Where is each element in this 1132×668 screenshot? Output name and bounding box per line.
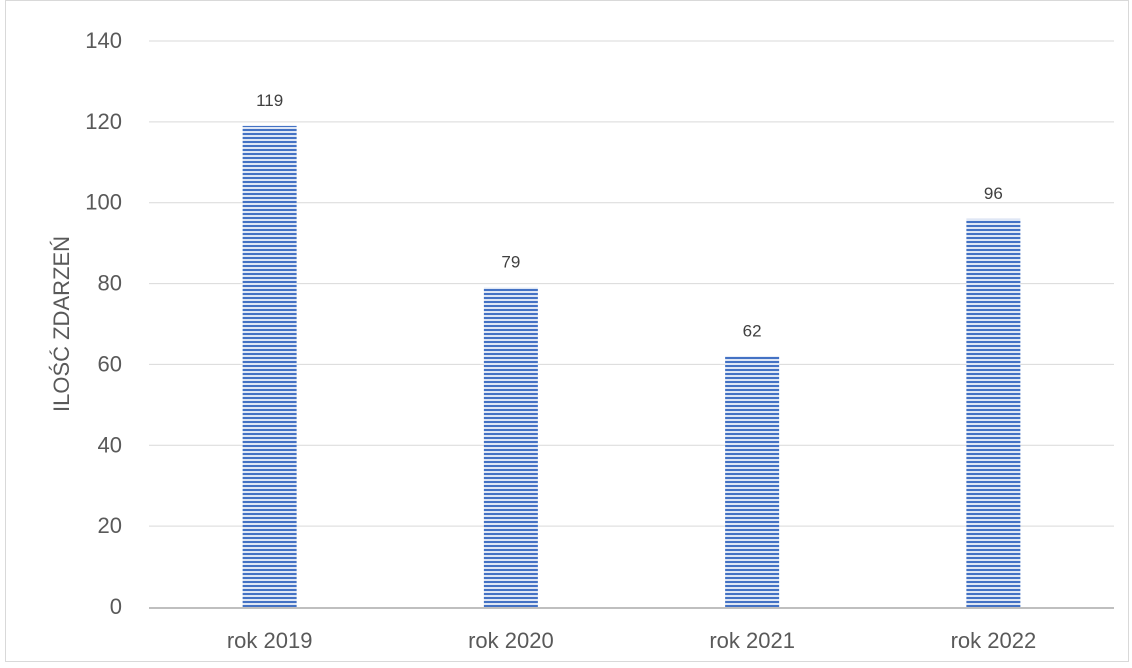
x-axis-ticks: rok 2019 rok 2020 rok 2021 rok 2022 <box>227 628 1036 653</box>
data-label: 96 <box>984 184 1003 203</box>
x-tick-label: rok 2022 <box>951 628 1037 653</box>
y-tick-label: 60 <box>98 351 122 376</box>
x-tick-label: rok 2020 <box>468 628 554 653</box>
bars <box>242 125 1021 608</box>
y-axis-ticks: 0 20 40 60 80 100 120 140 <box>85 28 122 619</box>
x-tick-label: rok 2019 <box>227 628 313 653</box>
gridlines <box>149 40 1114 527</box>
chart-frame: 0 20 40 60 80 100 120 140 119 79 62 96 rok 2019 rok… <box>5 0 1129 662</box>
data-label: 119 <box>256 91 283 110</box>
y-tick-label: 100 <box>85 190 122 215</box>
y-axis-title: ILOŚĆ ZDARZEŃ <box>49 236 74 412</box>
y-tick-label: 40 <box>98 432 122 457</box>
bar <box>483 287 538 607</box>
bar <box>966 218 1021 607</box>
bar <box>725 356 780 607</box>
data-label: 62 <box>743 321 762 340</box>
data-labels: 119 79 62 96 <box>256 91 1003 340</box>
y-tick-label: 80 <box>98 271 122 296</box>
y-tick-label: 140 <box>85 28 122 53</box>
bar <box>242 125 297 608</box>
data-label: 79 <box>501 253 520 272</box>
y-tick-label: 0 <box>110 594 122 619</box>
y-tick-label: 20 <box>98 513 122 538</box>
y-tick-label: 120 <box>85 109 122 134</box>
x-tick-label: rok 2021 <box>709 628 795 653</box>
